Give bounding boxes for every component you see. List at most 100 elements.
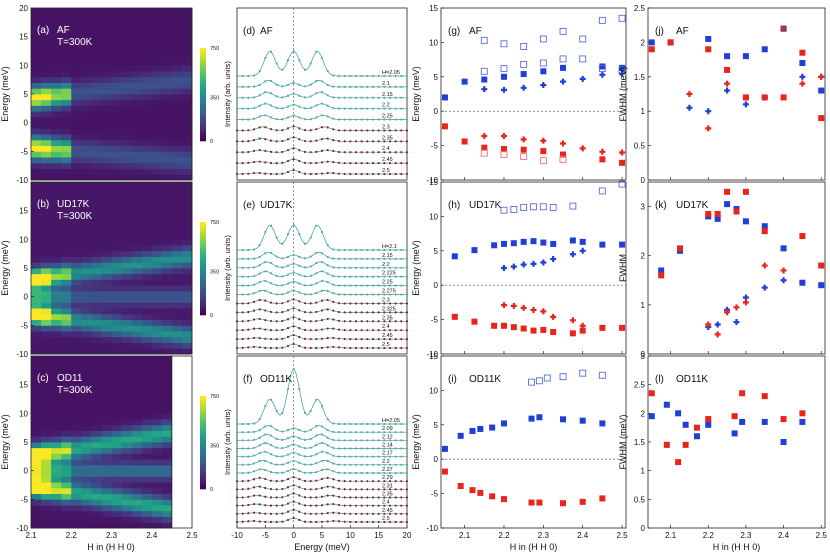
heatmap-cell: [91, 82, 102, 89]
data-point: [400, 74, 403, 78]
heatmap-cell: [151, 30, 163, 38]
heatmap-cell: [51, 279, 62, 286]
heatmap-cell: [41, 157, 52, 164]
data-point: [388, 496, 392, 499]
data-point: [241, 107, 244, 110]
data-point: [332, 96, 335, 99]
data-point-square: [477, 489, 484, 496]
heatmap-cell: [41, 199, 52, 206]
heatmap-cell: [121, 182, 133, 189]
heatmap-cell: [31, 367, 42, 374]
heatmap-cell: [91, 470, 102, 477]
data-point: [235, 162, 239, 165]
heatmap-cell: [121, 453, 133, 460]
data-point-square: [682, 441, 689, 448]
heatmap-cell: [41, 493, 52, 500]
scatter-frame: [440, 181, 627, 355]
data-point: [315, 434, 318, 437]
data-point: [337, 463, 341, 466]
data-point: [247, 248, 250, 252]
heatmap-cell: [61, 378, 72, 386]
y-tick-label: 15: [429, 4, 438, 13]
data-point: [343, 504, 346, 507]
data-point: [275, 488, 278, 491]
data-point: [235, 248, 239, 252]
heatmap-cell: [121, 476, 133, 483]
data-point-hollow: [539, 35, 547, 43]
data-point: [400, 275, 403, 278]
heatmap-cell: [41, 499, 52, 506]
heatmap-cell: [181, 162, 193, 169]
colorbar-step: [200, 437, 206, 441]
heatmap-cell: [61, 505, 72, 512]
heatmap-cell: [41, 424, 52, 431]
data-point: [292, 253, 295, 257]
data-point: [252, 511, 256, 514]
data-point: [252, 96, 256, 99]
heatmap-cell: [71, 42, 82, 49]
data-point: [400, 311, 403, 314]
heatmap-cell: [151, 430, 163, 437]
data-point-square: [530, 327, 537, 334]
heatmap-cell: [41, 516, 52, 523]
heatmap-cell: [51, 430, 62, 437]
heatmap-cell: [111, 313, 122, 320]
heatmap-cell: [101, 157, 112, 164]
data-point: [383, 302, 386, 305]
data-point: [281, 85, 284, 88]
heatmap-cell: [141, 273, 153, 280]
data-point: [281, 161, 284, 164]
data-point: [309, 329, 312, 332]
y-tick-label: 0: [641, 350, 646, 359]
data-point-hollow: [543, 374, 551, 382]
heatmap-cell: [121, 157, 133, 164]
heatmap-cell: [171, 19, 183, 26]
heatmap-cell: [71, 151, 82, 158]
heatmap-cell: [131, 134, 143, 141]
heatmap-cell: [71, 308, 82, 315]
data-point-square: [663, 441, 670, 448]
data-point: [326, 429, 329, 432]
data-point: [298, 453, 301, 456]
y-tick-label: 0: [24, 293, 29, 302]
data-point: [315, 453, 318, 456]
data-point: [241, 337, 244, 341]
heatmap-cell: [181, 285, 193, 292]
data-point: [377, 151, 380, 154]
data-point: [388, 480, 392, 483]
heatmap-cell: [81, 279, 92, 286]
data-point: [252, 266, 256, 269]
heatmap-cell: [31, 493, 42, 500]
h-value-label: 2.15: [382, 253, 393, 259]
y-tick-label: 2: [641, 252, 646, 261]
data-point: [337, 455, 341, 458]
heatmap-cell: [81, 273, 92, 280]
y-axis-label: Energy (meV): [411, 414, 421, 470]
data-point: [264, 459, 267, 462]
heatmap-cell: [71, 30, 82, 38]
data-point-square: [724, 188, 731, 195]
data-point: [360, 480, 363, 483]
colorbar-step: [200, 398, 206, 401]
heatmap-cell: [141, 413, 153, 420]
data-point: [247, 471, 250, 474]
data-point: [366, 172, 369, 176]
heatmap-cell: [131, 187, 143, 194]
heatmap-cell: [101, 419, 112, 426]
heatmap-cell: [151, 216, 163, 223]
data-point: [241, 480, 244, 483]
heatmap-cell: [41, 459, 52, 466]
colorbar-step: [200, 57, 206, 60]
heatmap-cell: [141, 401, 153, 408]
data-point: [394, 266, 397, 269]
colorbar-step: [200, 92, 206, 95]
heatmap-cell: [131, 111, 143, 118]
data-point-square: [441, 445, 448, 452]
heatmap-cell: [171, 227, 183, 234]
data-point: [241, 311, 244, 314]
heatmap-cell: [41, 76, 52, 83]
data-point: [377, 284, 380, 287]
data-point: [366, 311, 369, 314]
data-point-square: [579, 238, 586, 245]
